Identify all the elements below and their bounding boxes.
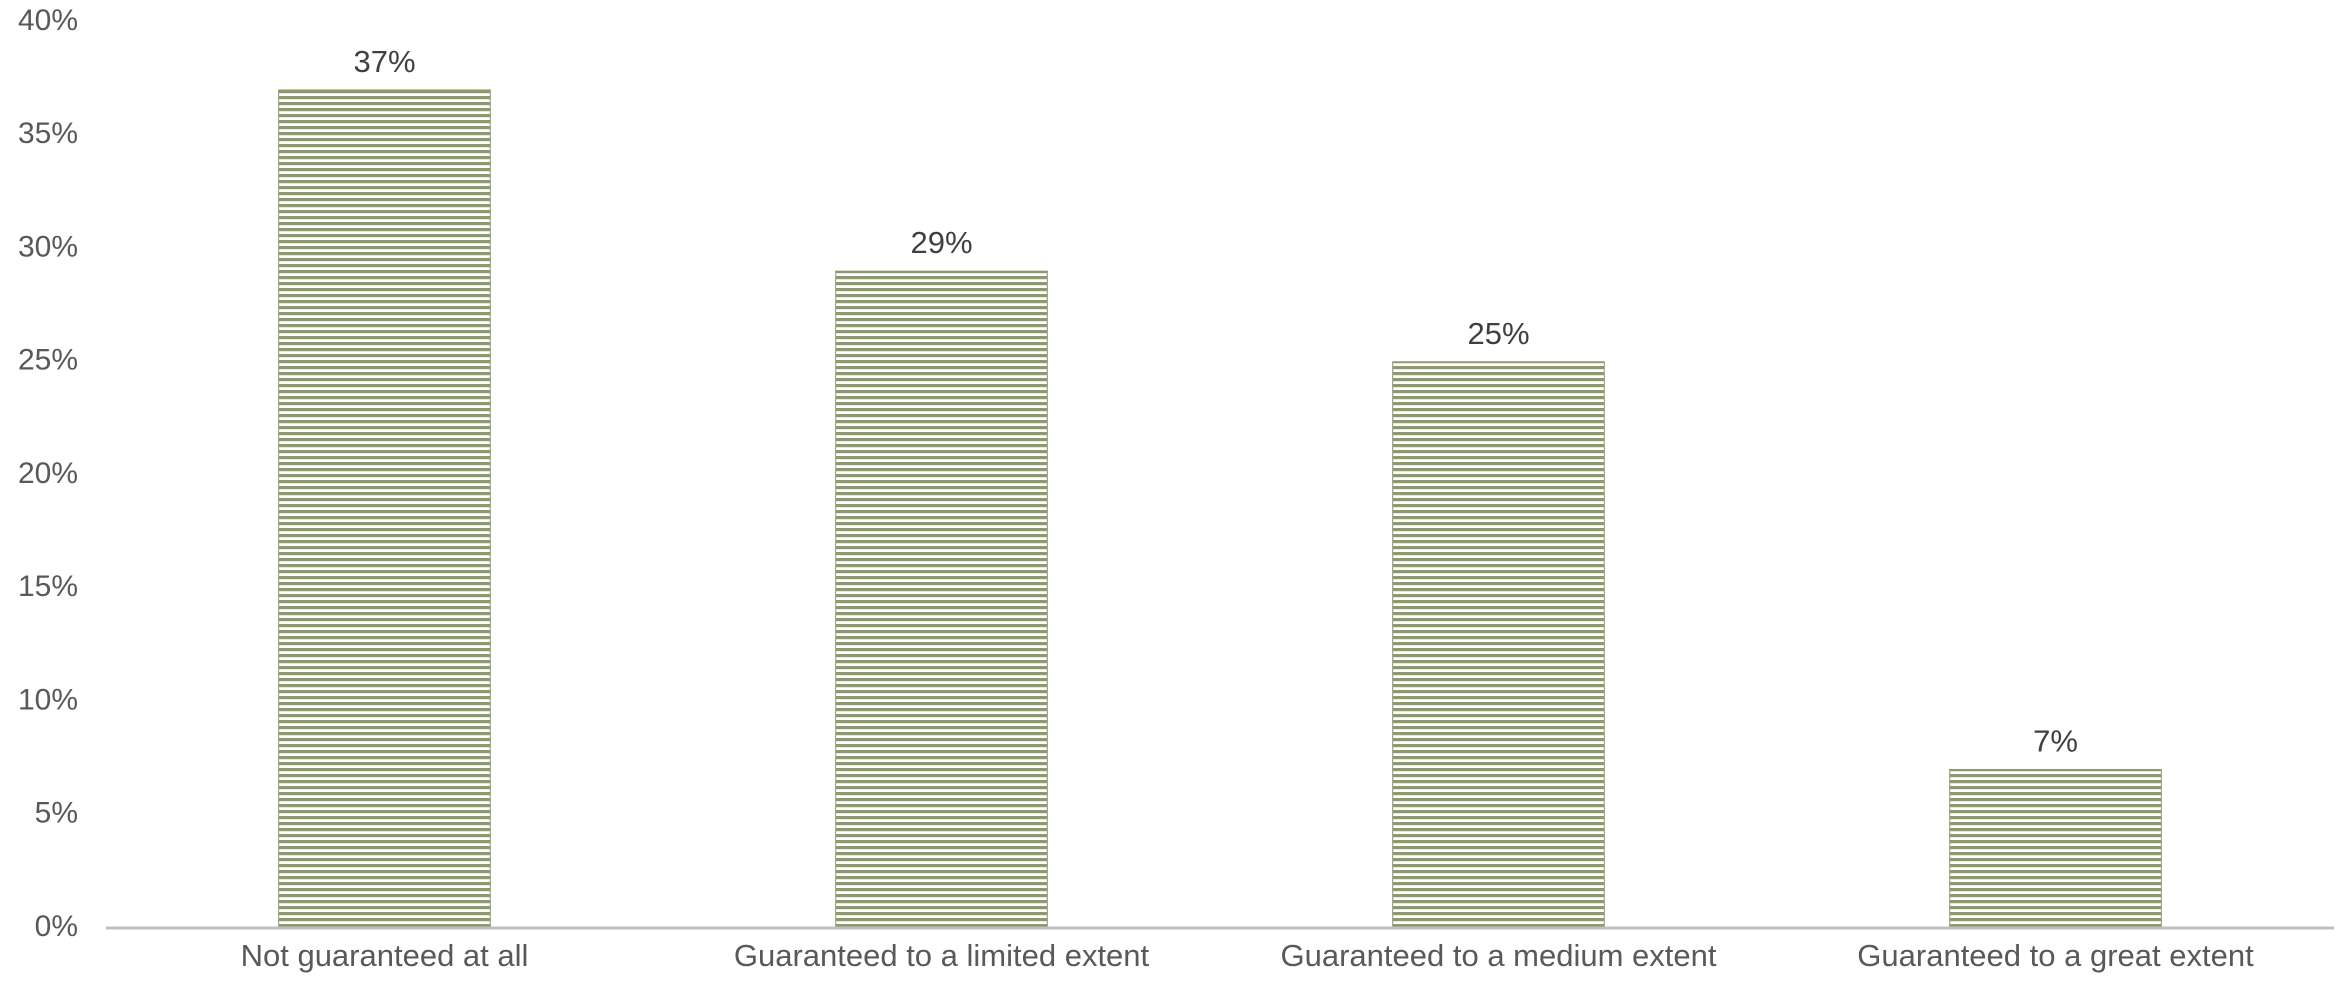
y-tick-label: 40% (18, 4, 78, 37)
y-tick-label: 5% (35, 797, 78, 830)
bar (835, 270, 1048, 929)
x-category-label: Not guaranteed at all (241, 938, 529, 973)
bar-value-label: 7% (2033, 723, 2078, 758)
x-axis: Not guaranteed at all Guaranteed to a lim… (241, 938, 2254, 973)
x-category-label: Guaranteed to a limited extent (734, 938, 1150, 973)
data-labels-group: 37% 29% 25% 7% (353, 44, 2077, 759)
bar (1949, 768, 2162, 929)
bar (278, 89, 491, 929)
y-axis: 0% 5% 10% 15% 20% 25% 30% 35% 40% (18, 4, 78, 943)
x-category-label: Guaranteed to a great extent (1857, 938, 2254, 973)
x-category-label: Guaranteed to a medium extent (1281, 938, 1717, 973)
y-tick-label: 15% (18, 570, 78, 603)
bar-value-label: 25% (1467, 316, 1529, 351)
bar-value-label: 37% (353, 44, 415, 79)
y-tick-label: 10% (18, 683, 78, 716)
y-tick-label: 20% (18, 457, 78, 490)
bar-value-label: 29% (910, 225, 972, 260)
y-tick-label: 0% (35, 910, 78, 943)
y-tick-label: 25% (18, 344, 78, 377)
y-tick-label: 30% (18, 230, 78, 263)
y-tick-label: 35% (18, 117, 78, 150)
bars-group (278, 89, 2162, 929)
bar (1392, 361, 1605, 929)
